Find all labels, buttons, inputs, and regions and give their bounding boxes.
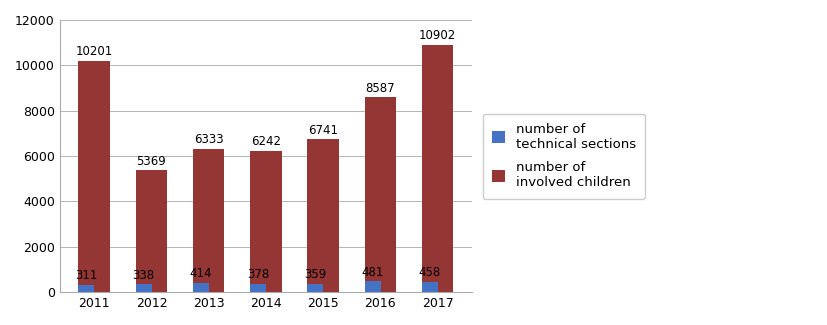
Legend: number of
technical sections, number of
involved children: number of technical sections, number of … <box>482 113 644 199</box>
Text: 458: 458 <box>418 266 441 279</box>
Bar <box>136 170 167 292</box>
Bar <box>79 61 110 292</box>
Text: 481: 481 <box>361 266 384 279</box>
Bar <box>136 284 151 292</box>
Bar <box>193 149 224 292</box>
Text: 359: 359 <box>304 268 326 281</box>
Text: 5369: 5369 <box>136 155 166 168</box>
Text: 8587: 8587 <box>365 82 394 95</box>
Text: 6333: 6333 <box>194 133 223 146</box>
Bar <box>364 98 395 292</box>
Bar <box>250 150 281 292</box>
Bar <box>79 285 94 292</box>
Text: 6741: 6741 <box>308 124 337 136</box>
Text: 6242: 6242 <box>251 135 280 148</box>
Bar <box>307 139 338 292</box>
Text: 414: 414 <box>189 267 212 280</box>
Bar <box>307 284 323 292</box>
Bar <box>421 282 437 292</box>
Text: 10902: 10902 <box>418 29 456 42</box>
Text: 311: 311 <box>75 269 98 282</box>
Text: 338: 338 <box>132 269 155 282</box>
Bar <box>421 45 452 292</box>
Bar <box>193 283 208 292</box>
Bar <box>250 284 265 292</box>
Text: 378: 378 <box>246 268 269 281</box>
Text: 10201: 10201 <box>75 45 112 58</box>
Bar <box>364 281 380 292</box>
